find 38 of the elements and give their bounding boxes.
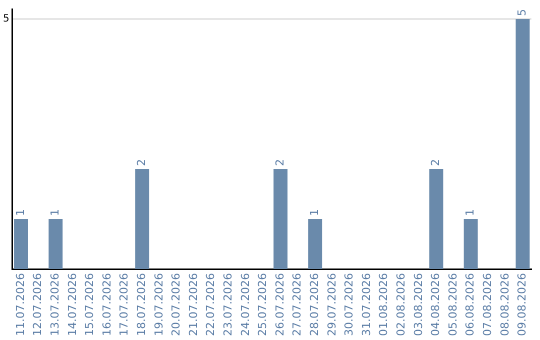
data-label: 2 [429, 159, 442, 166]
x-tick-label: 23.07.2026 [221, 273, 234, 336]
x-tick-label: 05.08.2026 [446, 273, 460, 336]
x-tick-label: 02.08.2026 [394, 273, 408, 336]
x-tick-label: 12.07.2026 [31, 273, 44, 336]
x-tick-label: 03.08.2026 [412, 273, 425, 336]
x-tick-label: 08.08.2026 [498, 273, 512, 336]
x-tick-label: 24.07.2026 [238, 273, 252, 336]
x-tick-label: 22.07.2026 [204, 273, 218, 336]
x-tick-label: 01.08.2026 [377, 273, 390, 336]
x-tick-label: 28.07.2026 [308, 273, 321, 336]
x-tick-label: 04.08.2026 [429, 273, 442, 336]
x-tick-label: 11.07.2026 [14, 273, 27, 336]
x-tick-label: 14.07.2026 [66, 273, 79, 336]
x-tick-label: 27.07.2026 [290, 273, 304, 336]
x-tick-label: 26.07.2026 [273, 273, 286, 336]
data-label: 1 [14, 209, 27, 216]
x-tick-label: 07.08.2026 [480, 273, 494, 336]
x-tick-label: 29.07.2026 [325, 273, 338, 336]
data-label: 1 [48, 209, 62, 216]
data-label: 2 [273, 159, 286, 166]
x-tick-label: 31.07.2026 [360, 273, 373, 336]
x-tick-label: 30.07.2026 [342, 273, 356, 336]
x-tick-label: 25.07.2026 [256, 273, 270, 336]
x-tick-label: 13.07.2026 [48, 273, 62, 336]
x-tick-label: 09.08.2026 [516, 273, 529, 336]
data-label: 1 [308, 209, 321, 216]
x-tick-label: 06.08.2026 [464, 273, 477, 336]
x-tick-label: 20.07.2026 [170, 273, 183, 336]
x-tick-label: 16.07.2026 [100, 273, 114, 336]
data-label: 5 [516, 9, 529, 16]
data-label: 2 [134, 159, 148, 166]
x-tick-label: 18.07.2026 [134, 273, 148, 336]
x-tick-label: 15.07.2026 [83, 273, 96, 336]
x-tick-label: 17.07.2026 [118, 273, 131, 336]
x-tick-label: 19.07.2026 [152, 273, 166, 336]
data-label: 1 [464, 209, 477, 216]
x-tick-label: 21.07.2026 [186, 273, 200, 336]
